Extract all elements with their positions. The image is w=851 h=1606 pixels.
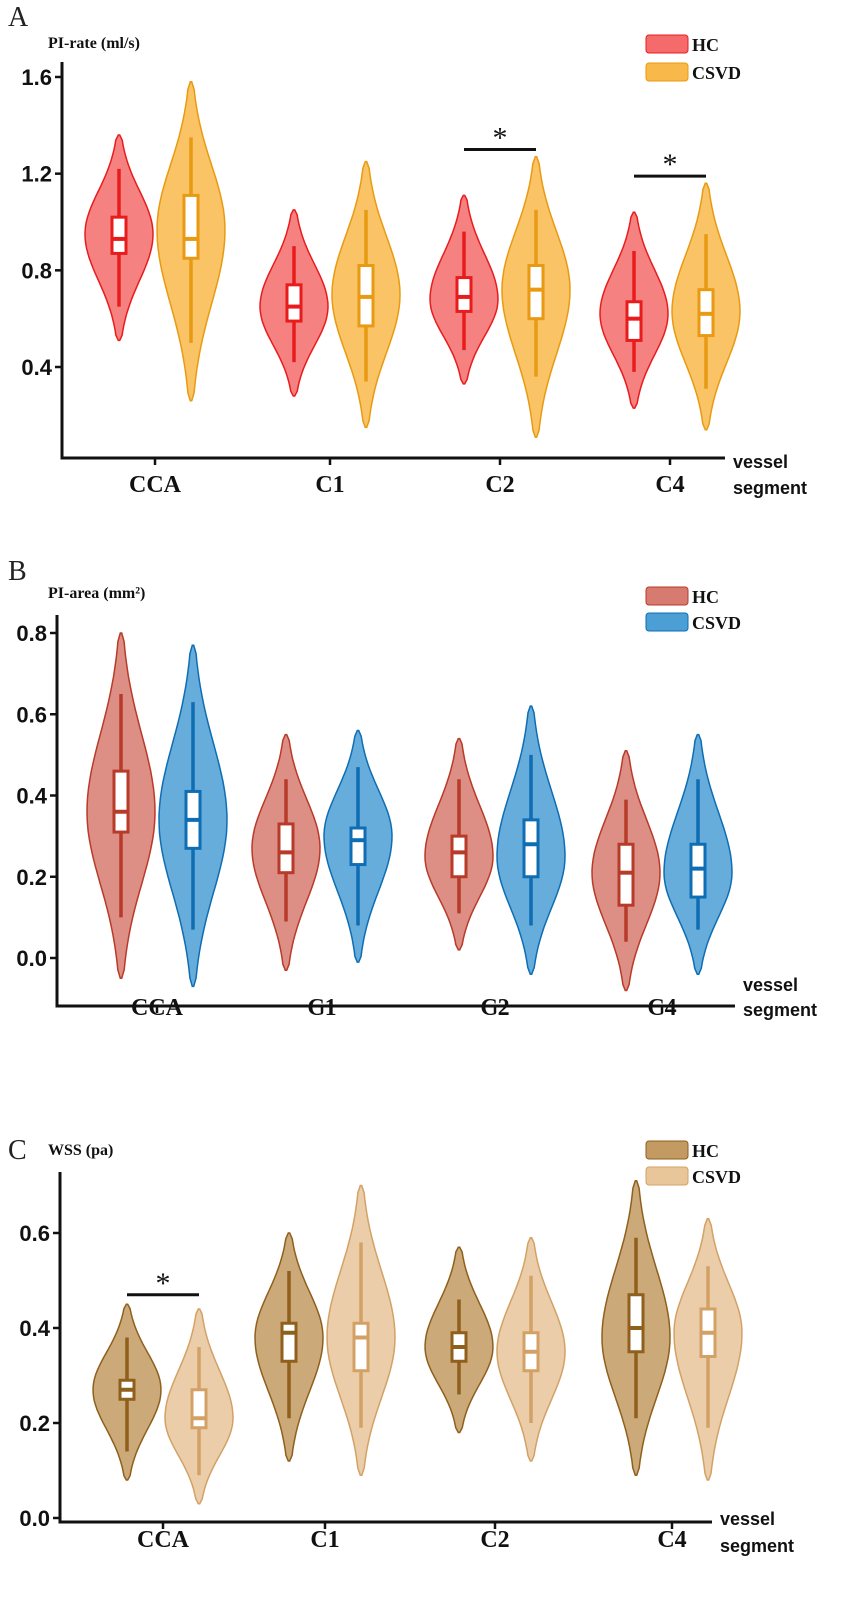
iqr-box <box>110 215 128 255</box>
y-tick-label: 0.0 <box>16 946 47 971</box>
significance-star: * <box>156 1267 171 1300</box>
y-axis-label: PI-rate (ml/s) <box>48 35 140 52</box>
legend-swatch-hc <box>645 586 689 606</box>
y-tick-label: 0.4 <box>21 355 52 380</box>
legend-label-csvd: CSVD <box>692 63 741 83</box>
x-tick-label: CCA <box>129 472 182 498</box>
panel-C: C WSS (pa) 0.0 0.2 0.4 0.6 vessel segment CCA C1 C… <box>8 1135 794 1556</box>
x-tick-label: C2 <box>480 995 509 1021</box>
iqr-box <box>182 193 200 260</box>
iqr-box <box>352 1321 370 1373</box>
x-tick-label: CCA <box>131 995 184 1021</box>
legend-label-hc: HC <box>692 1141 719 1161</box>
y-tick-label: 0.4 <box>19 1316 50 1341</box>
iqr-box <box>450 834 468 879</box>
panel-letter: A <box>8 2 29 33</box>
iqr-box <box>280 1321 298 1363</box>
panel-B: B PI-area (mm²) 0.0 0.2 0.4 0.6 0.8 vessel segme… <box>8 556 817 1021</box>
panel-letter: B <box>8 556 27 587</box>
x-axis-label: segment <box>743 1000 817 1020</box>
y-tick-label: 0.2 <box>19 1411 50 1436</box>
x-tick-label: C4 <box>657 1527 686 1553</box>
x-axis-label: segment <box>733 478 807 498</box>
legend-label-hc: HC <box>692 587 719 607</box>
legend-swatch-csvd <box>645 1166 689 1186</box>
iqr-box <box>689 842 707 899</box>
x-tick-label: C4 <box>647 995 676 1021</box>
iqr-box <box>112 769 130 834</box>
x-tick-label: CCA <box>137 1527 190 1553</box>
significance-star: * <box>663 148 678 181</box>
y-tick-label: 0.8 <box>21 258 52 283</box>
y-tick-label: 1.6 <box>21 65 52 90</box>
x-axis-label: vessel <box>743 975 798 995</box>
x-axis-label: segment <box>720 1536 794 1556</box>
legend-swatch-hc <box>645 1140 689 1160</box>
iqr-box <box>190 1388 208 1430</box>
y-tick-label: 1.2 <box>21 162 52 187</box>
legend-swatch-hc <box>645 34 689 54</box>
y-tick-label: 0.6 <box>19 1221 50 1246</box>
x-tick-label: C2 <box>485 472 514 498</box>
y-axis-label: PI-area (mm²) <box>48 585 145 602</box>
legend-label-csvd: CSVD <box>692 1167 741 1187</box>
significance-star: * <box>493 122 508 155</box>
y-axis-label: WSS (pa) <box>48 1142 113 1159</box>
iqr-box <box>625 300 643 342</box>
y-tick-label: 0.4 <box>16 784 47 809</box>
panel-letter: C <box>8 1135 27 1166</box>
x-tick-label: C1 <box>315 472 344 498</box>
y-tick-label: 0.0 <box>19 1506 50 1531</box>
x-tick-label: C1 <box>307 995 336 1021</box>
iqr-box <box>627 1293 645 1354</box>
legend-label-hc: HC <box>692 35 719 55</box>
iqr-box <box>455 276 473 313</box>
legend-swatch-csvd <box>645 62 689 82</box>
iqr-box <box>522 818 540 879</box>
x-tick-label: C1 <box>310 1527 339 1553</box>
legend-label-csvd: CSVD <box>692 613 741 633</box>
y-tick-label: 0.2 <box>16 865 47 890</box>
legend-swatch-csvd <box>645 612 689 632</box>
x-tick-label: C2 <box>480 1527 509 1553</box>
x-tick-label: C4 <box>655 472 684 498</box>
x-axis-label: vessel <box>720 1509 775 1529</box>
y-tick-label: 0.8 <box>16 621 47 646</box>
y-tick-label: 0.6 <box>16 702 47 727</box>
panel-A: A PI-rate (ml/s) 0.4 0.8 1.2 1.6 vessel segment… <box>8 2 807 498</box>
iqr-box <box>617 842 635 907</box>
iqr-box <box>277 822 295 875</box>
iqr-box <box>349 826 367 867</box>
x-axis-label: vessel <box>733 452 788 472</box>
iqr-box <box>527 264 545 321</box>
iqr-box <box>285 283 303 323</box>
